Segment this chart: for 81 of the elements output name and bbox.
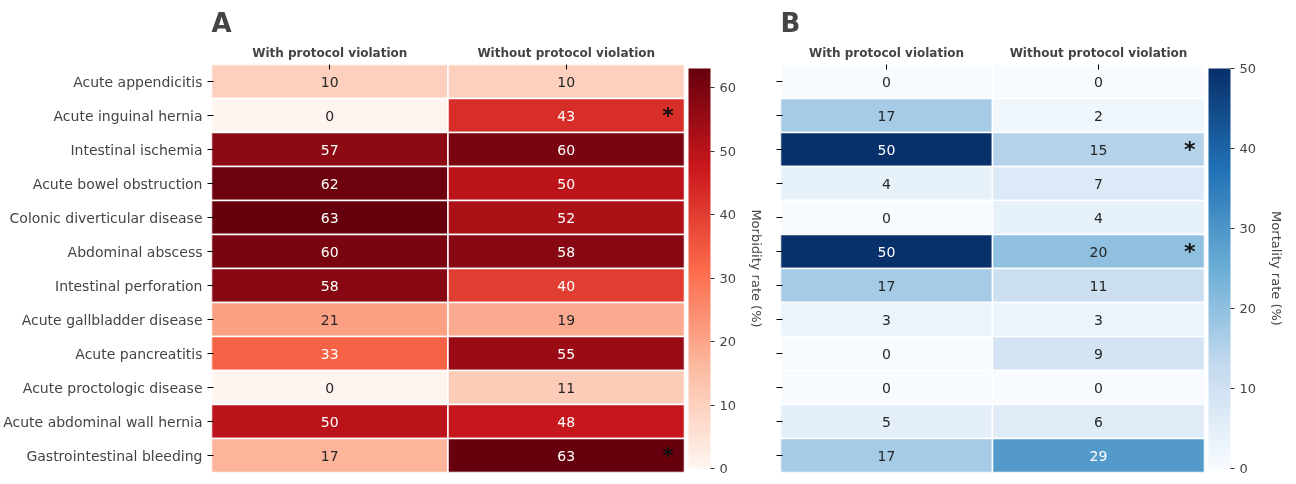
color-bar-label: 40	[1239, 141, 1257, 156]
text: 63 *	[557, 443, 674, 468]
data-label: 0	[1094, 379, 1103, 396]
y-tick-label: Acute bowel obstruction	[32, 175, 203, 192]
y-tick-label: Acute abdominal wall hernia	[3, 413, 203, 430]
data-label: 0	[1094, 73, 1103, 90]
data-label: 50	[557, 175, 576, 192]
y-tick-label: Acute appendicitis	[73, 73, 203, 90]
data-label: 52	[557, 209, 576, 226]
y-tick-label: Gastrointestinal bleeding	[26, 447, 203, 464]
x-tick-label: Without protocol violation	[1009, 45, 1188, 60]
chart-title: B	[780, 7, 801, 38]
y-tick-label: Acute proctologic disease	[22, 379, 203, 396]
data-label: 62	[320, 175, 339, 192]
y-tick-label: Intestinal perforation	[55, 277, 203, 294]
data-label: 17	[877, 447, 896, 464]
color-bar-label: 0	[719, 461, 728, 476]
x-tick-label: With protocol violation	[808, 45, 965, 60]
data-label: 50	[877, 141, 896, 158]
color-bar-label: 50	[1239, 61, 1257, 76]
data-label: 0	[882, 73, 891, 90]
color-bar-label: 10	[1239, 381, 1257, 396]
data-label: 60	[557, 141, 576, 158]
data-label: 0	[882, 345, 891, 362]
color-bar-title: Morbidity rate (%)	[748, 209, 764, 328]
data-label: 0	[325, 379, 335, 396]
data-label: 58	[320, 277, 339, 294]
y-tick-label: Acute gallbladder disease	[21, 311, 203, 328]
data-label: 50	[877, 243, 896, 260]
data-label: 5	[882, 413, 891, 430]
data-label: 48	[557, 413, 576, 430]
color-bar-label: 40	[719, 207, 737, 223]
color-bar-label: 20	[719, 334, 737, 350]
data-label: 9	[1094, 345, 1103, 362]
data-label: 11	[557, 379, 576, 396]
x-tick-label: Without protocol violation	[477, 45, 656, 60]
y-tick-label: Intestinal ischemia	[70, 141, 203, 158]
data-label: 29	[1089, 447, 1108, 464]
data-label: 63	[320, 209, 339, 226]
color-bar-label: 10	[719, 397, 737, 413]
data-label: 7	[1094, 175, 1103, 192]
text: 43 *	[557, 103, 674, 128]
data-label: 17	[877, 107, 896, 124]
data-label: 0	[882, 209, 891, 226]
data-label: 60	[320, 243, 339, 260]
color-bar-label: 0	[1239, 461, 1248, 476]
data-label: 4	[1094, 209, 1104, 226]
data-label: 57	[320, 141, 339, 158]
y-tick-label: Colonic diverticular disease	[9, 209, 203, 226]
color-bar-label: 50	[719, 143, 737, 159]
data-label: 0	[325, 107, 335, 124]
y-tick-label: Acute inguinal hernia	[53, 107, 203, 124]
data-label: 55	[557, 345, 576, 362]
data-label: 3	[882, 311, 891, 328]
data-label: 4	[882, 175, 892, 192]
data-label: 6	[1094, 413, 1104, 430]
color-bar-label: 30	[1239, 221, 1257, 236]
data-label: 10	[557, 73, 576, 90]
text: 20 *	[1089, 239, 1196, 264]
color-bar-label: 60	[719, 80, 737, 96]
color-bar-title: Mortality rate (%)	[1268, 211, 1284, 326]
data-label: 33	[320, 345, 339, 362]
data-label: 17	[320, 447, 339, 464]
y-tick-label: Abdominal abscess	[67, 243, 203, 260]
data-label: 21	[320, 311, 339, 328]
color-bar-label: 30	[719, 270, 737, 286]
data-label: 50	[320, 413, 339, 430]
x-tick-label: With protocol violation	[252, 45, 408, 60]
data-label: 11	[1089, 277, 1108, 294]
y-tick-label: Acute pancreatitis	[75, 345, 203, 362]
data-label: 3	[1094, 311, 1103, 328]
data-label: 19	[557, 311, 576, 328]
data-label: 17	[877, 277, 896, 294]
chart-title: A	[211, 7, 232, 38]
data-label: 2	[1094, 107, 1103, 124]
data-label: 0	[882, 379, 891, 396]
color-bar-label: 20	[1239, 301, 1257, 316]
data-label: 10	[320, 73, 339, 90]
text: 15 *	[1089, 137, 1196, 162]
data-label: 58	[557, 243, 576, 260]
data-label: 40	[557, 277, 576, 294]
